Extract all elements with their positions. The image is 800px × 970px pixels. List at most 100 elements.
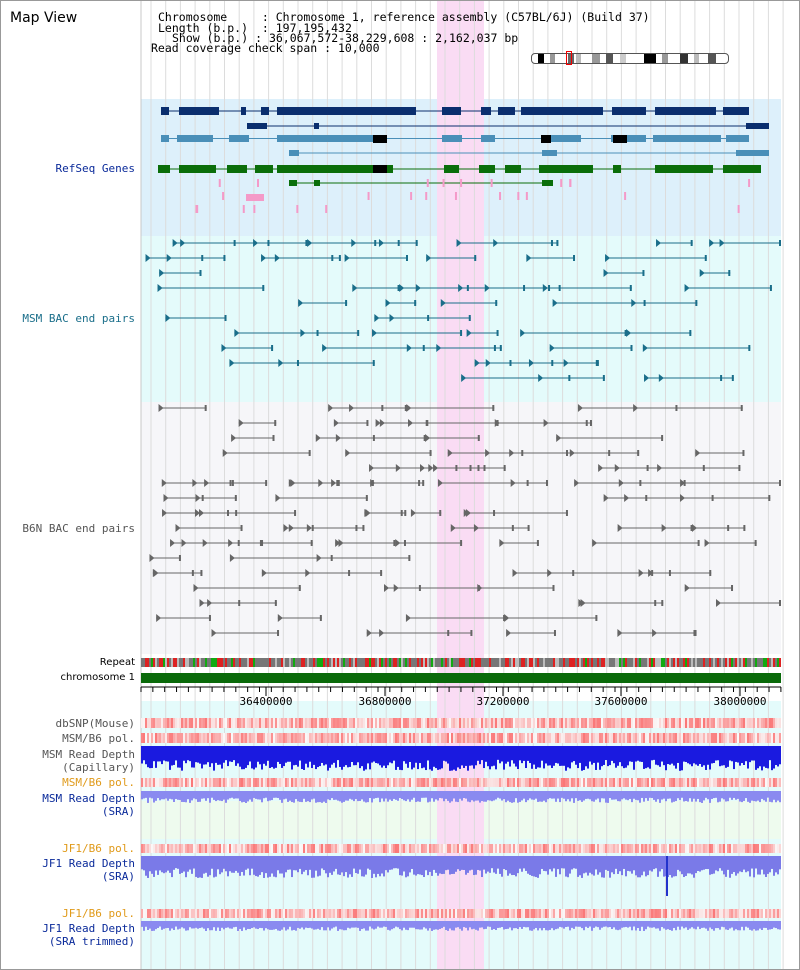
- repeat-block: [403, 658, 405, 667]
- msm-capillary-depth: [219, 746, 221, 765]
- jf1-trim-depth: [725, 921, 727, 930]
- dbsnp-heat: [633, 718, 635, 728]
- jf1-trim-depth: [169, 921, 171, 931]
- jf1-trim-depth: [399, 921, 401, 930]
- jf1-pol-heat: [675, 844, 677, 853]
- msm-pol-heat: [491, 733, 493, 743]
- b6n-bac-label[interactable]: B6N BAC end pairs: [22, 522, 135, 535]
- dbsnp-heat: [659, 718, 661, 728]
- b6n-bac-pair: [731, 585, 734, 591]
- dbsnp-heat: [693, 718, 695, 728]
- repeat-block: [711, 658, 713, 667]
- msm-pol-heat: [749, 733, 751, 743]
- pink-tick: [499, 192, 502, 200]
- jf1-trim-pol-heat: [639, 909, 641, 918]
- b6n-bac-pair: [743, 525, 746, 531]
- jf1-sra-depth: [195, 856, 197, 877]
- gene-exon: [479, 165, 495, 173]
- msm-pol-heat: [303, 733, 305, 743]
- msm-sra-depth: [687, 791, 689, 802]
- jf1-trim-pol-heat: [429, 909, 431, 918]
- jf1-trim-pol-heat: [283, 909, 285, 918]
- jf1-trim-pol-heat: [367, 909, 369, 918]
- repeat-block: [371, 658, 373, 667]
- msm-capillary-depth: [525, 746, 527, 769]
- jf1-pol-heat: [575, 844, 577, 853]
- dbsnp-heat: [575, 718, 577, 728]
- jf1-pol-heat: [443, 844, 445, 853]
- ideogram-position-marker[interactable]: [566, 51, 572, 65]
- b6n-bac-pair: [675, 405, 678, 411]
- msm-sra-pol-heat: [711, 778, 713, 787]
- jf1-trim-pol-heat: [523, 909, 525, 918]
- msm-sra-depth: [541, 791, 543, 802]
- jf1-pol-heat: [149, 844, 151, 853]
- jf1-sra-depth: [337, 856, 339, 875]
- msm-sra-pol-heat: [497, 778, 499, 787]
- jf1-trim-depth: [319, 921, 321, 930]
- msm-sra-pol-heat: [279, 778, 281, 787]
- msm-sra-pol-heat: [247, 778, 249, 787]
- refseq-genes-label[interactable]: RefSeq Genes: [55, 162, 135, 175]
- repeat-block: [725, 658, 727, 667]
- repeat-block: [523, 658, 525, 667]
- jf1-pol-heat: [243, 844, 245, 853]
- msm-capillary-depth: [349, 746, 351, 767]
- dbsnp-heat: [295, 718, 297, 728]
- dbsnp-heat: [153, 718, 155, 728]
- jf1-trim-pol-heat: [601, 909, 603, 918]
- msm-capillary-depth: [765, 746, 767, 768]
- msm-capillary-depth: [351, 746, 353, 763]
- jf1-sra-depth: [237, 856, 239, 873]
- msm-pol-heat: [545, 733, 547, 743]
- msm-bac-pair: [378, 239, 384, 247]
- msm-bac-pair: [316, 330, 319, 336]
- chromosome-info: Chromosome : Chromosome 1, reference ass…: [158, 10, 650, 24]
- repeat-block: [707, 658, 709, 667]
- msm-bac-label[interactable]: MSM BAC end pairs: [22, 312, 135, 325]
- msm-sra-pol-heat: [303, 778, 305, 787]
- msm-capillary-depth: [567, 746, 569, 768]
- repeat-block: [203, 658, 205, 667]
- repeat-block: [581, 658, 583, 667]
- msm-capillary-depth: [343, 746, 345, 767]
- chromosome-ideogram[interactable]: [531, 53, 729, 64]
- jf1-trim-depth: [281, 921, 283, 930]
- jf1-trim-depth: [587, 921, 589, 928]
- jf1-trim-depth: [519, 921, 521, 928]
- jf1-pol-heat: [673, 844, 675, 853]
- jf1-pol-heat: [723, 844, 725, 853]
- msm-capillary-depth: [611, 746, 613, 761]
- b6n-bac-pair: [526, 480, 529, 486]
- jf1-sra-depth: [145, 856, 147, 876]
- msm-sra-depth: [693, 791, 695, 799]
- jf1-sra-depth: [495, 856, 497, 874]
- msm-sra-pol-heat: [513, 778, 515, 787]
- msm-bac-pair: [262, 285, 265, 291]
- jf1-sra-depth: [239, 856, 241, 876]
- msm-capillary-depth: [381, 746, 383, 768]
- dbsnp-heat: [775, 718, 777, 728]
- jf1-trim-depth: [425, 921, 427, 929]
- repeat-block: [663, 658, 665, 667]
- jf1-pol-heat: [755, 844, 757, 853]
- jf1-trim-depth: [287, 921, 289, 930]
- jf1-trim-pol-heat: [565, 909, 567, 918]
- pink-tick: [525, 192, 528, 200]
- gene-exon: [655, 107, 716, 115]
- jf1-sra-depth: [591, 856, 593, 875]
- msm-pol-heat: [297, 733, 299, 743]
- b6n-bac-pair: [381, 405, 384, 411]
- jf1-sra-depth: [439, 856, 441, 874]
- b6n-bac-pair: [493, 510, 496, 516]
- repeat-block: [573, 658, 575, 667]
- msm-pol-heat: [425, 733, 427, 743]
- msm-sra-depth: [573, 791, 575, 803]
- msm-capillary-depth: [405, 746, 407, 764]
- msm-pol-heat: [757, 733, 759, 743]
- jf1-trim-pol-heat: [237, 909, 239, 918]
- repeat-block: [201, 658, 203, 667]
- jf1-trim-pol-heat: [185, 909, 187, 918]
- jf1-sra-depth: [601, 856, 603, 878]
- dbsnp-heat: [547, 718, 549, 728]
